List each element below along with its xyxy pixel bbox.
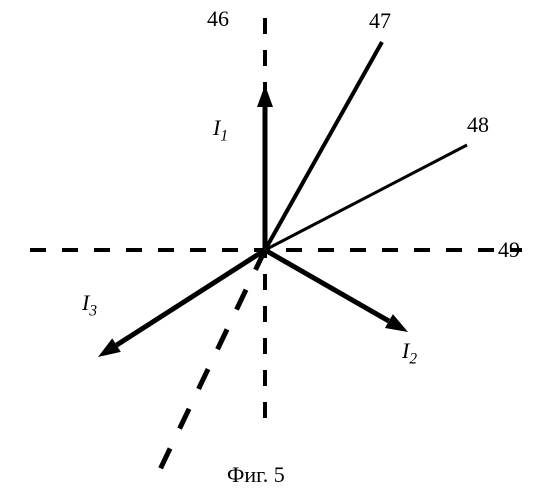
label-I1: I1 bbox=[213, 115, 228, 145]
label-47: 47 bbox=[369, 8, 391, 34]
label-49: 49 bbox=[498, 237, 520, 263]
vector-diagram-svg bbox=[0, 0, 549, 500]
figure-caption: Фиг. 5 bbox=[227, 462, 285, 488]
label-I3: I3 bbox=[82, 290, 97, 320]
label-46: 46 bbox=[207, 6, 229, 32]
label-48: 48 bbox=[467, 112, 489, 138]
label-I2: I2 bbox=[402, 338, 417, 368]
vector-I2 bbox=[265, 250, 389, 321]
